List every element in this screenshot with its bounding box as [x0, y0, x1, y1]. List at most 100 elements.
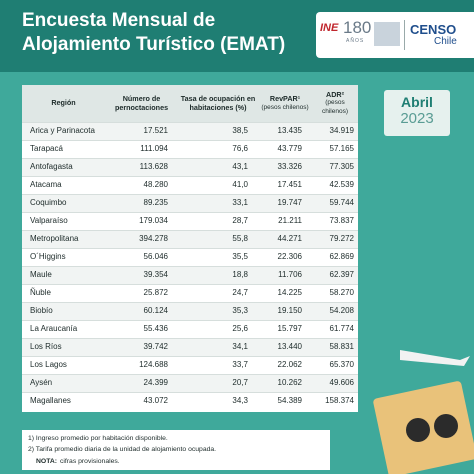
- table-cell: 54.208: [329, 306, 354, 315]
- table-cell: 111.094: [140, 144, 168, 153]
- table-cell: Valparaíso: [30, 216, 68, 225]
- table-cell: 28,7: [232, 216, 248, 225]
- table-cell: Ñuble: [30, 288, 51, 297]
- table-cell: 49.606: [329, 378, 354, 387]
- table-cell: 33.326: [277, 162, 302, 171]
- table-row: [22, 392, 358, 410]
- table-row: [22, 122, 358, 140]
- header-unit: (pesos chilenos): [261, 103, 309, 111]
- header-label: Tasa de ocupación en habitaciones (%): [180, 94, 256, 112]
- column-header: Tasa de ocupación en habitaciones (%): [178, 85, 258, 122]
- header-label: RevPAR¹: [269, 94, 301, 103]
- table-cell: 58.270: [329, 288, 354, 297]
- table: Región Número de pernoctaciones Tasa de oc…: [22, 85, 358, 412]
- column-header: Región: [22, 85, 105, 122]
- table-cell: 22.062: [277, 360, 302, 369]
- table-cell: 41,0: [232, 180, 248, 189]
- table-cell: 43.779: [277, 144, 302, 153]
- note-text: cifras provisionales.: [60, 458, 120, 465]
- table-cell: 62.869: [329, 252, 354, 261]
- table-cell: 15.797: [277, 324, 302, 333]
- note-label: NOTA:: [36, 458, 58, 465]
- table-row: [22, 374, 358, 392]
- header-unit: (pesos chilenos): [321, 99, 348, 115]
- footnote: 2) Tarifa promedio diaria de la unidad d…: [28, 446, 217, 453]
- table-cell: 22.306: [277, 252, 302, 261]
- table-cell: 43,1: [232, 162, 248, 171]
- table-cell: 13.435: [277, 126, 302, 135]
- sunglasses: [434, 414, 458, 438]
- month: Abril: [401, 94, 433, 110]
- header-row: [22, 85, 358, 122]
- table-cell: 10.262: [277, 378, 302, 387]
- table-cell: 89.235: [143, 198, 168, 207]
- table-cell: 54.389: [277, 396, 302, 405]
- table-cell: Atacama: [30, 180, 62, 189]
- table-cell: 17.521: [143, 126, 168, 135]
- chile-logo: Chile: [434, 36, 457, 47]
- table-cell: 20,7: [232, 378, 248, 387]
- table-cell: Antofagasta: [30, 162, 73, 171]
- table-cell: 33,7: [232, 360, 248, 369]
- table-row: [22, 248, 358, 266]
- table-row: [22, 302, 358, 320]
- table-cell: 14.225: [277, 288, 302, 297]
- table-row: [22, 176, 358, 194]
- footnotes: 1) Ingreso promedio por habitación dispo…: [22, 430, 330, 470]
- footnote: 1) Ingreso promedio por habitación dispo…: [28, 435, 168, 442]
- years-label: AÑOS: [346, 38, 365, 44]
- table-row: [22, 194, 358, 212]
- table-cell: 13.440: [277, 342, 302, 351]
- table-cell: 35,3: [232, 306, 248, 315]
- table-cell: Tarapacá: [30, 144, 63, 153]
- table-cell: Maule: [30, 270, 52, 279]
- table-cell: 39.354: [143, 270, 168, 279]
- table-cell: Magallanes: [30, 396, 71, 405]
- logo-box: INE 180 AÑOS CENSO Chile: [316, 12, 474, 58]
- table-cell: 24.399: [143, 378, 168, 387]
- table-cell: 39.742: [143, 342, 168, 351]
- period-box: Abril 2023: [384, 90, 450, 136]
- year: 2023: [400, 110, 434, 127]
- table-cell: 43.072: [143, 396, 168, 405]
- table-cell: 34,1: [232, 342, 248, 351]
- table-row: [22, 212, 358, 230]
- divider: [404, 20, 405, 50]
- table-cell: 65.370: [329, 360, 354, 369]
- table-cell: 48.280: [143, 180, 168, 189]
- table-cell: 59.744: [329, 198, 354, 207]
- table-cell: 17.451: [277, 180, 302, 189]
- table-row: [22, 158, 358, 176]
- table-cell: 113.628: [139, 162, 168, 171]
- header-label: Región: [51, 98, 76, 108]
- table-row: [22, 356, 358, 374]
- table-cell: 19.747: [277, 198, 302, 207]
- column-header: ADR² (pesos chilenos): [312, 85, 358, 122]
- table-cell: 77.305: [329, 162, 354, 171]
- table-cell: 34,3: [232, 396, 248, 405]
- illustration: [373, 350, 474, 474]
- table-cell: 33,1: [232, 198, 248, 207]
- table-cell: 55.436: [143, 324, 168, 333]
- column-header: Número de pernoctaciones: [105, 85, 178, 122]
- header-label: ADR²: [326, 89, 344, 99]
- table-cell: 44.271: [277, 234, 302, 243]
- building-icon: [374, 22, 400, 46]
- years: 180: [343, 18, 372, 37]
- table-cell: Biobío: [30, 306, 53, 315]
- table-cell: 38,5: [232, 126, 248, 135]
- table-cell: 61.774: [329, 324, 354, 333]
- table-cell: 55,8: [232, 234, 248, 243]
- table-cell: Metropolitana: [30, 234, 79, 243]
- table-cell: 76,6: [232, 144, 248, 153]
- table-cell: 56.046: [143, 252, 168, 261]
- table-row: [22, 140, 358, 158]
- table-cell: 21.211: [278, 216, 302, 225]
- table-cell: 19.150: [277, 306, 302, 315]
- table-row: [22, 338, 358, 356]
- table-cell: Arica y Parinacota: [30, 126, 95, 135]
- table-cell: 179.034: [139, 216, 168, 225]
- table-cell: 25,6: [232, 324, 248, 333]
- title: Alojamiento Turístico (EMAT): [22, 34, 286, 55]
